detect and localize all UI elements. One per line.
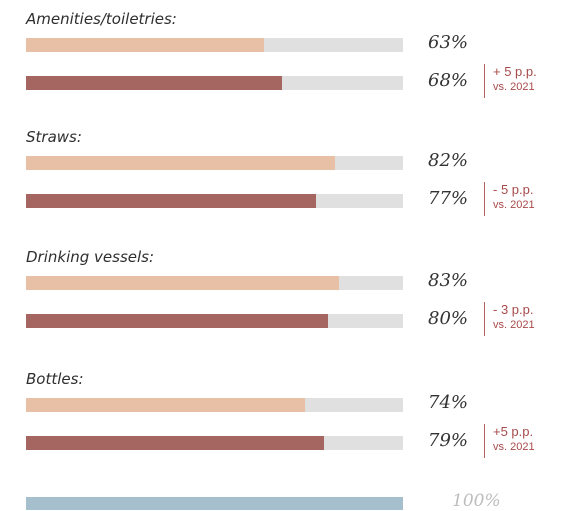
- bar-fill: [26, 398, 305, 412]
- value-label: 74%: [428, 392, 469, 413]
- change-annotation: +5 p.p. vs. 2021: [484, 424, 535, 458]
- bar-track: [26, 314, 403, 328]
- value-label: 63%: [428, 32, 469, 53]
- bar-fill: [26, 156, 336, 170]
- bar-fill: [26, 76, 283, 90]
- change-value: - 5 p.p.: [493, 182, 534, 197]
- bar-fill: [26, 436, 324, 450]
- value-label: 83%: [428, 270, 469, 291]
- category-label: Amenities/toiletries:: [26, 10, 177, 28]
- bar-fill: [26, 194, 317, 208]
- reference-bar: [26, 497, 403, 510]
- change-value: + 5 p.p.: [493, 64, 537, 79]
- value-label: 82%: [428, 150, 469, 171]
- value-label: 68%: [428, 70, 469, 91]
- bar-track: [26, 194, 403, 208]
- bar-fill: [26, 276, 339, 290]
- change-annotation: - 3 p.p. vs. 2021: [484, 302, 535, 336]
- change-baseline: vs. 2021: [493, 81, 535, 93]
- change-baseline: vs. 2021: [493, 199, 535, 211]
- value-label: 80%: [428, 308, 469, 329]
- bar-track: [26, 76, 403, 90]
- bar-fill: [26, 38, 264, 52]
- reference-label: 100%: [452, 491, 501, 511]
- change-baseline: vs. 2021: [493, 319, 535, 331]
- change-value: +5 p.p.: [493, 424, 534, 439]
- change-baseline: vs. 2021: [493, 441, 535, 453]
- bar-track: [26, 398, 403, 412]
- change-annotation: - 5 p.p. vs. 2021: [484, 182, 535, 216]
- bar-track: [26, 436, 403, 450]
- category-label: Straws:: [26, 128, 82, 146]
- value-label: 79%: [428, 430, 469, 451]
- bar-track: [26, 156, 403, 170]
- change-annotation: + 5 p.p. vs. 2021: [484, 64, 537, 98]
- change-value: - 3 p.p.: [493, 302, 534, 317]
- bar-track: [26, 38, 403, 52]
- category-label: Drinking vessels:: [26, 248, 155, 266]
- bar-track: [26, 276, 403, 290]
- value-label: 77%: [428, 188, 469, 209]
- category-label: Bottles:: [26, 370, 84, 388]
- bar-fill: [26, 314, 328, 328]
